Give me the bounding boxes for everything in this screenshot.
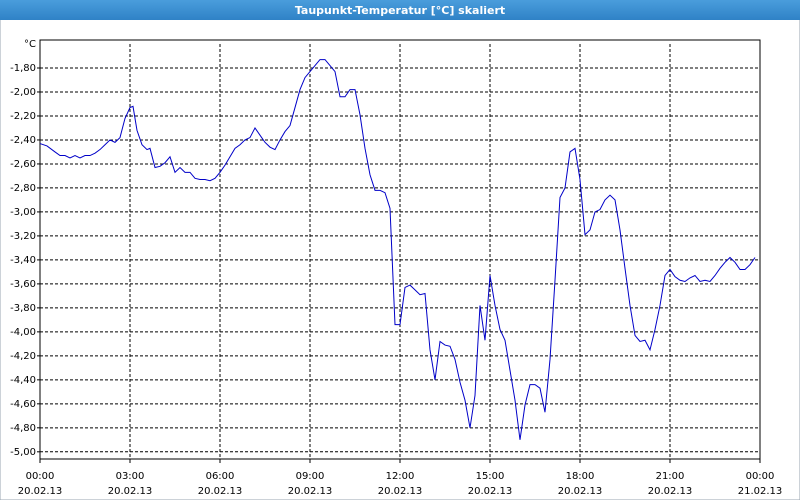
y-tick-label: -4,00 [10,327,36,338]
x-tick-date: 20.02.13 [18,486,63,497]
y-tick-label: -5,00 [10,447,36,458]
x-tick-date: 20.02.13 [108,486,153,497]
y-tick-label: -1,80 [10,63,36,74]
grid [37,39,761,463]
x-tick-date: 21.02.13 [738,486,783,497]
x-tick-label: 12:00 [386,471,415,482]
y-tick-label: -4,40 [10,375,36,386]
y-tick-label: -2,80 [10,183,36,194]
x-tick-date: 20.02.13 [468,486,513,497]
y-tick-label: -2,40 [10,135,36,146]
x-tick-label: 15:00 [476,471,505,482]
x-tick-label: 00:00 [746,471,775,482]
x-tick-date: 20.02.13 [558,486,603,497]
y-tick-label: -4,60 [10,399,36,410]
y-tick-label: -2,00 [10,87,36,98]
y-tick-label: -3,80 [10,303,36,314]
chart-title: Taupunkt-Temperatur [°C] skaliert [295,4,505,17]
data-line [39,59,756,440]
y-tick-label: -4,20 [10,351,36,362]
plot-frame [39,39,761,460]
x-tick-label: 06:00 [206,471,235,482]
x-tick-date: 20.02.13 [648,486,693,497]
x-tick-date: 20.02.13 [378,486,423,497]
x-tick-date: 20.02.13 [198,486,243,497]
x-tick-label: 03:00 [116,471,145,482]
x-tick-label: 09:00 [296,471,325,482]
x-tick-label: 00:00 [26,471,55,482]
x-tick-date: 20.02.13 [288,486,333,497]
y-tick-label: -2,20 [10,111,36,122]
y-tick-label: -3,40 [10,255,36,266]
y-tick-label: -3,00 [10,207,36,218]
x-tick-label: 21:00 [656,471,685,482]
plot [39,59,756,440]
y-axis-label: °C [24,39,36,50]
title-bar [0,0,800,20]
labels: -1,80 -2,00 -2,20 -2,40 -2,60 -2,80 -3,00 -3,20… [10,63,782,497]
y-tick-label: -3,60 [10,279,36,290]
y-tick-label: -2,60 [10,159,36,170]
y-tick-label: -3,20 [10,231,36,242]
y-tick-label: -4,80 [10,423,36,434]
x-tick-label: 18:00 [566,471,595,482]
